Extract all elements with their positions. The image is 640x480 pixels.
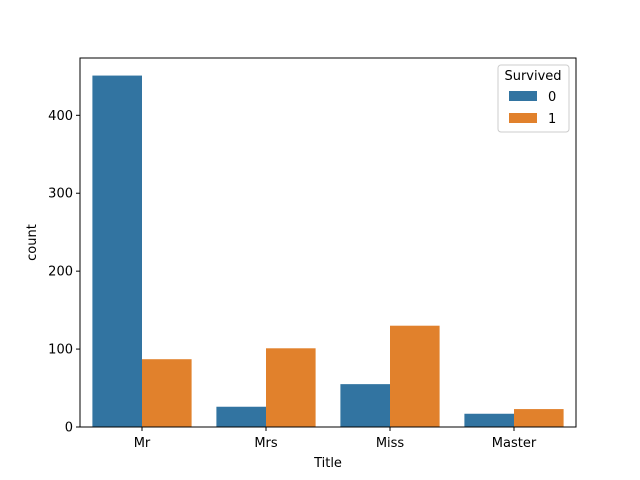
x-axis: Mr Mrs Miss Master bbox=[134, 427, 537, 451]
plot-frame bbox=[79, 57, 577, 428]
y-tick-label-200: 200 bbox=[48, 265, 73, 280]
x-axis-label: Title bbox=[313, 456, 342, 471]
x-tick-label-mrs: Mrs bbox=[254, 436, 278, 451]
bar-miss-survived-1 bbox=[390, 325, 440, 427]
legend-swatch-1 bbox=[509, 113, 537, 123]
bar-miss-survived-0 bbox=[340, 384, 390, 427]
legend: Survived 0 1 bbox=[497, 64, 570, 133]
legend-label-1: 1 bbox=[548, 112, 556, 127]
y-tick-label-300: 300 bbox=[48, 187, 73, 202]
x-tick-label-mr: Mr bbox=[134, 436, 151, 451]
x-tick-label-miss: Miss bbox=[376, 436, 405, 451]
y-tick-label-400: 400 bbox=[48, 109, 73, 124]
y-tick-label-100: 100 bbox=[48, 343, 73, 358]
y-tick-label-0: 0 bbox=[65, 421, 73, 436]
legend-swatch-0 bbox=[509, 91, 537, 101]
bar-master-survived-1 bbox=[514, 409, 564, 427]
x-tick-label-master: Master bbox=[492, 436, 537, 451]
bar-mr-survived-0 bbox=[92, 75, 142, 428]
y-axis-label: count bbox=[25, 224, 40, 261]
bar-mrs-survived-1 bbox=[266, 348, 316, 427]
y-axis: 0 100 200 300 400 bbox=[48, 109, 80, 436]
bar-mrs-survived-0 bbox=[216, 406, 266, 427]
bar-master-survived-0 bbox=[464, 413, 514, 427]
bars-layer bbox=[92, 75, 564, 428]
legend-label-0: 0 bbox=[548, 90, 556, 105]
bar-mr-survived-1 bbox=[142, 359, 192, 427]
legend-title: Survived bbox=[504, 69, 561, 84]
